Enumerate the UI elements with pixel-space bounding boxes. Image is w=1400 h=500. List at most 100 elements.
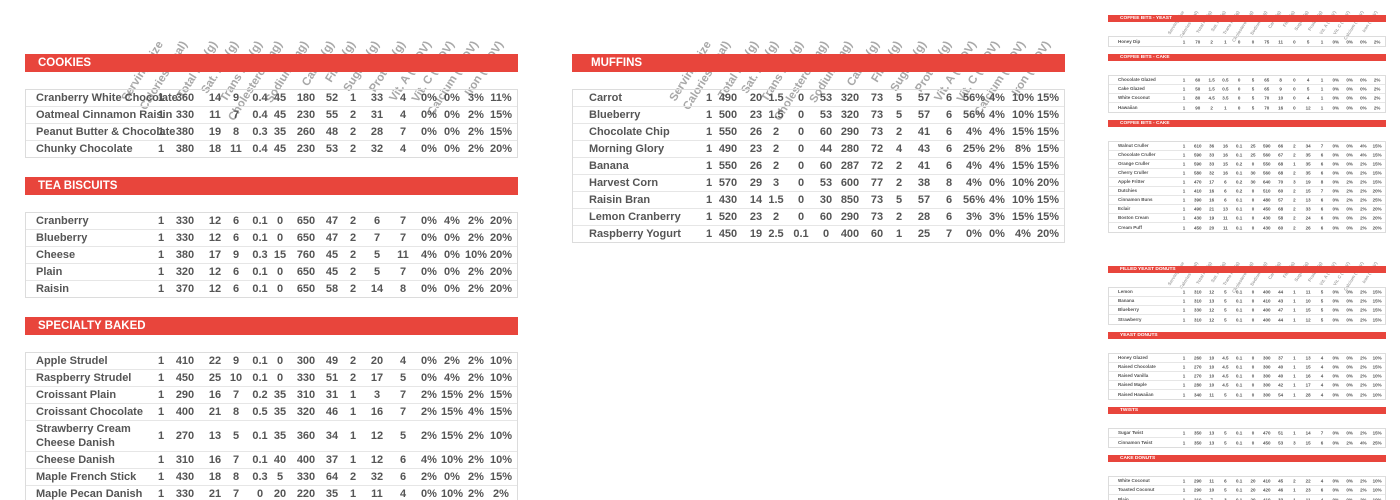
item-name: Chocolate Chip: [589, 126, 670, 138]
nutrient-value: 1: [1182, 215, 1186, 221]
nutrient-value: 1: [705, 194, 713, 206]
nutrient-value: 15: [1222, 161, 1228, 167]
table-row: Maple French Stick 1 430 18 8 0.3 5 330 64 2 32 6 2%…: [26, 469, 517, 486]
nutrient-value: 1: [1224, 105, 1227, 110]
nutrient-value: 15: [1305, 307, 1311, 313]
nutrient-value: 17: [1305, 382, 1311, 388]
nutrient-value: 0%: [1346, 39, 1353, 44]
nutrient-value: 560: [1263, 152, 1271, 158]
item-name: Honey Glazed: [1118, 355, 1148, 360]
nutrient-value: 1: [1320, 77, 1324, 83]
nutrient-value: 0%: [1332, 39, 1340, 44]
nutrient-value: 11: [1305, 289, 1311, 295]
nutrient-value: 15%: [440, 430, 464, 442]
nutrient-value: 0.1: [1236, 487, 1243, 493]
nutrient-value: 490: [718, 143, 738, 155]
nutrient-value: 2: [1293, 478, 1296, 484]
nutrient-value: 15%: [1036, 143, 1060, 155]
nutrient-value: 10: [1209, 355, 1215, 361]
nutrient-value: 6: [232, 232, 240, 244]
nutrient-value: 4: [1306, 95, 1310, 101]
nutrient-value: 230: [296, 143, 316, 155]
section-title: TEA BISCUITS: [25, 177, 518, 195]
nutrient-value: 2%: [1360, 215, 1367, 221]
nutrient-value: 21: [208, 488, 222, 500]
nutrient-value: 7: [399, 406, 407, 418]
table-row: Carrot 1 490 20 1.5 0 53 320 73 5 57 6 56% 4% 10% 15%: [573, 90, 1064, 107]
nutrient-value: 0%: [1332, 161, 1340, 167]
nutrient-value: 20: [273, 488, 287, 500]
nutrient-value: 480: [1263, 197, 1271, 203]
nutrient-value: 2: [772, 126, 780, 138]
nutrient-value: 45: [273, 143, 287, 155]
nutrient-value: 12: [1305, 317, 1311, 322]
nutrient-value: 15%: [1036, 160, 1060, 172]
nutrient-value: 1: [1182, 355, 1186, 361]
nutrient-value: 1: [157, 126, 165, 138]
nutrient-value: 0: [797, 143, 805, 155]
section-title: COFFEE BITS - YEAST: [1108, 15, 1386, 22]
nutrient-value: 28: [1305, 392, 1311, 397]
nutrient-value: 67: [1278, 152, 1284, 158]
nutrient-value: 0.1: [252, 215, 268, 227]
nutrient-value: 15%: [440, 389, 464, 401]
nutrient-value: 1.5: [768, 194, 784, 206]
nutrient-value: 3: [1293, 179, 1296, 185]
nutrient-value: 0: [1237, 77, 1241, 83]
nutrient-value: 1: [349, 488, 357, 500]
nutrient-value: 5: [1251, 86, 1255, 92]
nutrient-value: 10%: [440, 454, 464, 466]
nutrient-value: 35: [273, 406, 287, 418]
nutrient-value: 40: [1278, 364, 1284, 370]
nutrient-value: 2: [1293, 170, 1296, 176]
nutrient-value: 1: [157, 232, 165, 244]
nutrient-value: 410: [175, 355, 195, 367]
nutrient-value: 15%: [1036, 126, 1060, 138]
nutrient-value: 12: [208, 215, 222, 227]
nutrient-value: 57: [917, 194, 931, 206]
table-row: Plain 1 320 12 6 0.1 0 650 45 2 5 7 0% 0% 2% 20%: [26, 264, 517, 281]
nutrient-value: 0: [276, 215, 284, 227]
nutrient-value: 7: [399, 389, 407, 401]
nutrient-value: 28: [917, 211, 931, 223]
nutrient-value: 1: [1182, 373, 1186, 379]
nutrient-value: 2%: [1360, 317, 1367, 322]
nutrient-value: 290: [840, 211, 860, 223]
nutrient-value: 2%: [1360, 206, 1367, 212]
nutrient-value: 0%: [1332, 317, 1340, 322]
nutrient-value: 2: [772, 143, 780, 155]
nutrient-value: 16: [1222, 170, 1228, 176]
nutrient-value: 470: [1194, 179, 1202, 185]
nutrient-value: 290: [1194, 478, 1202, 484]
nutrient-value: 420: [1263, 487, 1271, 493]
nutrient-value: 0%: [1346, 430, 1353, 436]
nutrient-value: 25: [1250, 152, 1256, 158]
nutrient-value: 12: [370, 430, 384, 442]
nutrient-value: 0%: [1346, 225, 1353, 230]
nutrient-value: 1: [1293, 382, 1296, 388]
nutrient-value: 10%: [1372, 355, 1382, 361]
nutrient-value: 320: [296, 406, 316, 418]
item-name: Blueberry: [589, 109, 641, 121]
item-name: Eclair: [1118, 206, 1131, 211]
nutrient-value: 0.1: [1236, 170, 1243, 176]
nutrient-value: 11: [1278, 39, 1283, 44]
nutrient-value: 0%: [1360, 39, 1367, 44]
table-row: Chocolate Cruller 1 590 33 16 0.1 25 560 67 2 35 6 0…: [1109, 151, 1385, 160]
nutrient-value: 8: [399, 283, 407, 295]
nutrient-value: 73: [870, 109, 884, 121]
nutrient-value: 56%: [962, 92, 986, 104]
nutrient-value: 300: [296, 355, 316, 367]
nutrient-value: 0%: [1346, 161, 1353, 167]
nutrient-value: 380: [175, 126, 195, 138]
nutrient-value: 0%: [1332, 197, 1340, 203]
nutrient-value: 0%: [1332, 392, 1340, 397]
nutrient-value: 2%: [989, 143, 1005, 155]
nutrient-value: 10%: [1372, 392, 1382, 397]
nutrient-value: 0%: [1346, 392, 1353, 397]
nutrient-value: 2: [349, 372, 357, 384]
nutrient-value: 43: [917, 143, 931, 155]
nutrient-value: 0%: [1346, 215, 1353, 221]
nutrient-value: 400: [1263, 307, 1271, 313]
nutrient-value: 0.1: [1236, 317, 1243, 322]
